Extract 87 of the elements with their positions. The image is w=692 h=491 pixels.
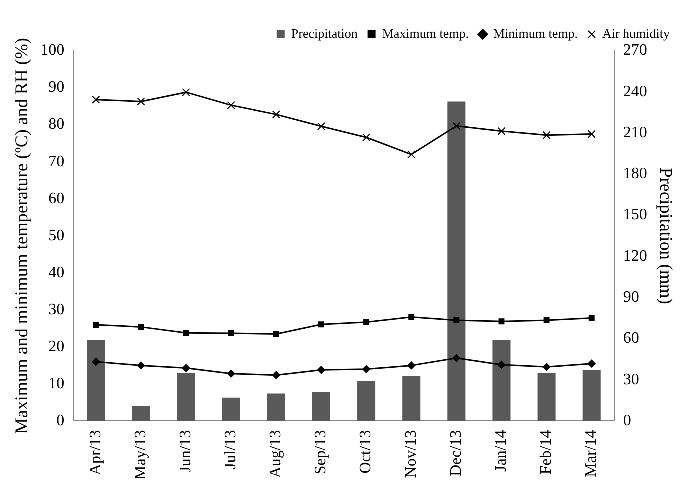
bar <box>267 394 286 422</box>
x-tick-label: Feb/14 <box>538 430 556 475</box>
y2-tick-label: 120 <box>623 248 648 265</box>
point <box>137 98 146 106</box>
y-tick-label: 80 <box>48 116 65 134</box>
x-tick-label: Apr/13 <box>87 430 104 476</box>
point <box>272 371 280 380</box>
point <box>272 110 280 119</box>
bar <box>312 392 330 422</box>
point <box>588 360 596 368</box>
y2-tick-label: 90 <box>623 289 640 306</box>
y2-tick-label: 270 <box>623 42 648 60</box>
y2-tick-label: 240 <box>623 83 648 100</box>
x-tick-label: Aug/13 <box>268 430 285 478</box>
legend-label: Maximum temp. <box>382 26 469 41</box>
point <box>364 319 370 326</box>
bar <box>358 381 376 422</box>
y-tick-label: 70 <box>48 153 65 170</box>
point <box>408 150 416 159</box>
y-tick-label: 0 <box>56 412 65 430</box>
point <box>138 324 144 330</box>
y2-tick-label: 180 <box>623 166 648 183</box>
point <box>362 134 371 142</box>
y2-tick-label: 150 <box>623 206 648 224</box>
point <box>228 330 234 336</box>
point <box>498 127 506 136</box>
legend-label: Air humidity <box>602 26 670 41</box>
point <box>362 365 371 374</box>
bar <box>538 373 556 422</box>
x-tick-label: Mar/14 <box>583 430 600 478</box>
point <box>544 318 550 324</box>
x-tick-label: Oct/13 <box>358 430 375 474</box>
point <box>137 362 146 370</box>
y-tick-label: 10 <box>48 375 65 392</box>
point <box>452 354 461 362</box>
point <box>542 363 551 372</box>
x-tick-label: Jul/13 <box>222 430 240 470</box>
point <box>92 358 100 366</box>
point <box>408 314 415 320</box>
x-tick-label: May/13 <box>132 430 150 480</box>
legend-label: Precipitation <box>291 26 358 41</box>
point <box>273 331 280 338</box>
point <box>317 122 326 131</box>
y-tick-label: 20 <box>48 338 65 356</box>
y2-tick-label: 0 <box>623 412 632 430</box>
y2-tick-label: 60 <box>623 330 640 348</box>
point <box>318 322 324 328</box>
x-tick-label: Sep/13 <box>312 430 330 475</box>
point <box>227 370 236 378</box>
bar <box>582 370 601 422</box>
x-tick-label: Nov/13 <box>402 430 420 478</box>
x-tick-label: Dec/13 <box>448 430 465 476</box>
y-tick-label: 90 <box>48 79 65 96</box>
bar <box>87 340 106 422</box>
y-tick-label: 50 <box>48 227 65 244</box>
point <box>452 122 461 130</box>
legend-label: Minimum temp. <box>493 26 578 41</box>
point <box>454 318 460 324</box>
bar <box>177 373 196 422</box>
bar <box>448 102 466 422</box>
point <box>408 362 416 370</box>
point <box>542 131 551 140</box>
bar <box>402 376 421 422</box>
x-tick-label: Jan/14 <box>492 430 510 472</box>
point <box>498 318 505 325</box>
y2-tick-label: 210 <box>623 124 648 142</box>
y2-tick-label: 30 <box>623 371 640 388</box>
point <box>227 101 236 110</box>
point <box>92 96 100 104</box>
point <box>588 130 596 138</box>
y2-axis-title: Precipitation (mm) <box>656 168 676 304</box>
y-tick-label: 30 <box>48 301 65 318</box>
point <box>498 360 506 369</box>
bar <box>492 340 511 422</box>
point <box>317 366 326 374</box>
y-axis-title: Maximum and minimum temperature (ºC) and RH (%) <box>12 38 32 434</box>
y-tick-label: 100 <box>40 42 65 60</box>
bar <box>222 398 240 422</box>
bar <box>132 406 150 422</box>
y-tick-label: 60 <box>48 190 65 208</box>
point <box>93 322 100 328</box>
point <box>183 330 190 336</box>
point <box>588 315 595 322</box>
x-tick-label: Jun/13 <box>177 430 194 473</box>
point <box>182 88 190 96</box>
y-tick-label: 40 <box>48 264 65 282</box>
point <box>182 364 190 372</box>
